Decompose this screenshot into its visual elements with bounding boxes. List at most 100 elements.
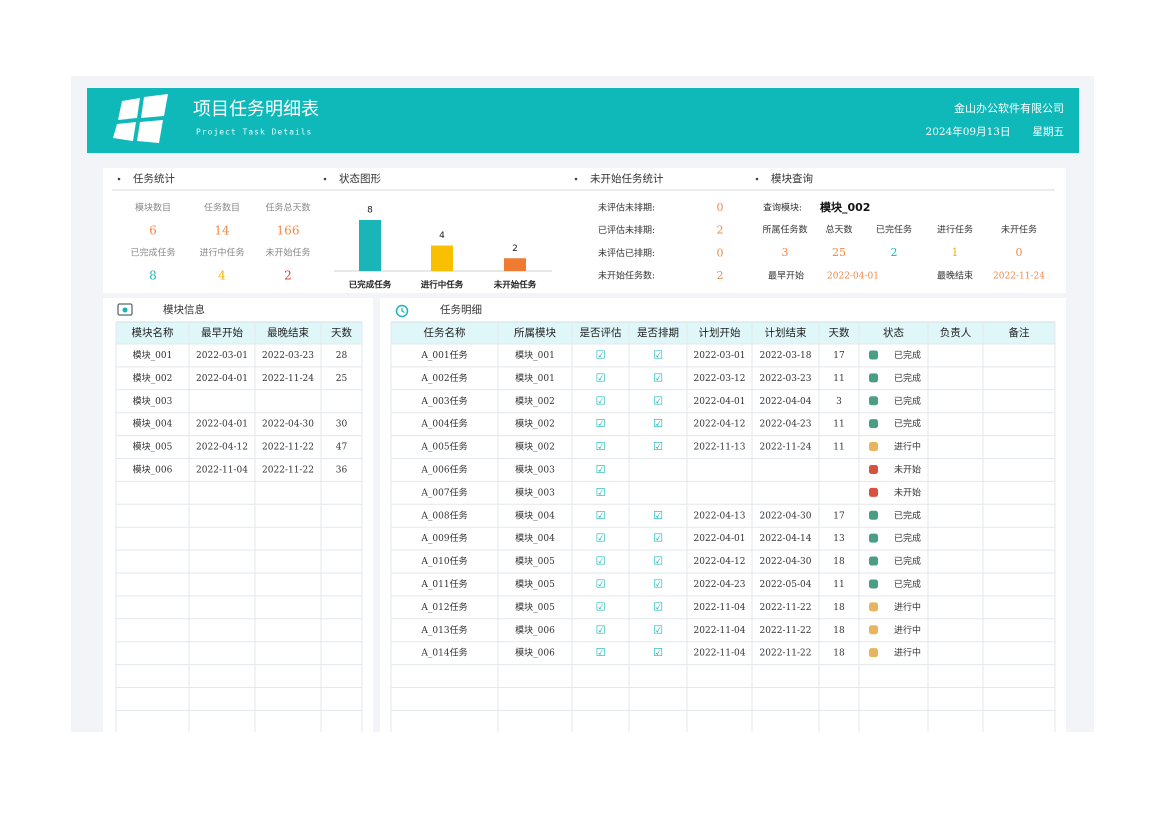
summary-card xyxy=(103,168,1066,293)
stat-value: 8 xyxy=(149,269,157,283)
cell: A_002任务 xyxy=(420,372,467,384)
date: 2024年09月13日 xyxy=(926,125,1011,138)
cell: 模块_001 xyxy=(133,349,173,361)
column-header: 是否排期 xyxy=(637,326,679,339)
cell: 17 xyxy=(833,351,845,361)
checkbox: ☑ xyxy=(596,463,606,476)
cell: 3 xyxy=(836,397,842,407)
status-text: 已完成 xyxy=(894,372,921,384)
cell: A_007任务 xyxy=(420,486,467,498)
section-title: 状态图形 xyxy=(339,172,381,185)
bar-category: 未开始任务 xyxy=(493,280,537,291)
cell: 模块_005 xyxy=(515,578,555,590)
cell: 17 xyxy=(833,511,845,521)
checkbox: ☑ xyxy=(653,440,663,453)
column-header: 备注 xyxy=(1009,326,1031,339)
module-icon xyxy=(117,303,133,316)
checkbox: ☑ xyxy=(653,348,663,361)
checkbox: ☑ xyxy=(653,532,663,545)
cell: A_003任务 xyxy=(420,395,467,407)
status-text: 已完成 xyxy=(894,418,921,430)
table-header-bg xyxy=(116,322,362,344)
checkbox: ☑ xyxy=(596,486,606,499)
status-icon xyxy=(869,533,878,543)
status-text: 已完成 xyxy=(894,395,921,407)
cell: A_008任务 xyxy=(420,509,467,521)
checkbox: ☑ xyxy=(653,509,663,522)
checkbox: ☑ xyxy=(596,623,606,636)
cell: 模块_002 xyxy=(515,395,555,407)
status-icon xyxy=(869,625,878,635)
status-icon xyxy=(869,602,878,612)
table-title: 任务明细 xyxy=(440,303,482,316)
checkbox: ☑ xyxy=(596,600,606,613)
unstarted-value: 0 xyxy=(717,246,724,259)
cell: A_005任务 xyxy=(420,441,467,453)
checkbox: ☑ xyxy=(596,371,606,384)
checkbox: ☑ xyxy=(653,394,663,407)
cell: 模块_006 xyxy=(515,624,555,636)
checkbox: ☑ xyxy=(653,600,663,613)
cell: 模块_002 xyxy=(515,441,555,453)
cell: 2022-11-24 xyxy=(760,443,812,453)
query-value: 模块_002 xyxy=(820,200,870,214)
cell: 11 xyxy=(833,443,844,453)
cell: A_010任务 xyxy=(420,555,467,567)
cell: 模块_004 xyxy=(515,532,555,544)
cell: 2022-03-01 xyxy=(694,351,746,361)
bullets xyxy=(117,177,759,181)
cell: 28 xyxy=(336,351,348,361)
stat-value: 166 xyxy=(277,224,300,238)
status-text: 已完成 xyxy=(894,555,921,567)
query-earliest: 2022-04-01 xyxy=(827,272,879,282)
cell: 2022-03-01 xyxy=(196,351,248,361)
checkbox: ☑ xyxy=(653,417,663,430)
cell: A_009任务 xyxy=(420,532,467,544)
cell: 2022-11-24 xyxy=(262,374,314,384)
column-header: 最早开始 xyxy=(201,326,243,339)
cell: 2022-04-12 xyxy=(196,443,248,453)
cell: A_011任务 xyxy=(420,578,467,590)
cell: 2022-11-22 xyxy=(760,649,812,659)
cell: 2022-04-14 xyxy=(760,534,812,544)
cell: 2022-11-22 xyxy=(262,443,314,453)
cell: 模块_004 xyxy=(515,509,555,521)
checkbox: ☑ xyxy=(596,509,606,522)
status-icon xyxy=(869,464,878,474)
column-header: 任务名称 xyxy=(424,326,466,339)
status-icon xyxy=(869,648,878,658)
query-column: 未开任务 xyxy=(1001,224,1037,236)
query-value-cell: 25 xyxy=(832,246,846,259)
cell: 36 xyxy=(336,465,348,475)
subtitle: Project Task Details xyxy=(196,128,312,137)
company: 金山办公软件有限公司 xyxy=(954,101,1064,115)
checkbox: ☑ xyxy=(653,371,663,384)
checkbox: ☑ xyxy=(596,555,606,568)
unstarted-value: 0 xyxy=(717,201,724,214)
cell: 2022-03-18 xyxy=(760,351,812,361)
task-card xyxy=(380,298,1066,732)
cell: 2022-11-22 xyxy=(760,603,812,613)
cell: 2022-04-01 xyxy=(694,397,746,407)
logo xyxy=(113,94,168,143)
checkbox: ☑ xyxy=(596,577,606,590)
cell: 模块_005 xyxy=(515,555,555,567)
query-latest-label: 最晚结束 xyxy=(937,270,973,282)
column-header: 所属模块 xyxy=(514,327,556,339)
cell: 11 xyxy=(833,580,844,590)
unstarted-label: 未评估已排期: xyxy=(598,247,655,259)
bar-label: 8 xyxy=(367,206,373,216)
clock-icon xyxy=(395,304,409,318)
bar-category: 已完成任务 xyxy=(349,280,392,291)
table-title: 模块信息 xyxy=(163,303,205,316)
cell: 2022-03-12 xyxy=(694,374,746,384)
bar-label: 2 xyxy=(512,244,518,254)
section-title: 未开始任务统计 xyxy=(590,172,664,185)
status-icon xyxy=(869,373,878,383)
cell: 模块_006 xyxy=(133,463,173,475)
status-text: 进行中 xyxy=(894,624,921,636)
cell: 18 xyxy=(833,626,845,636)
stat-label: 任务总天数 xyxy=(265,202,310,214)
status-icon xyxy=(869,350,878,360)
section-title: 模块查询 xyxy=(771,172,813,185)
